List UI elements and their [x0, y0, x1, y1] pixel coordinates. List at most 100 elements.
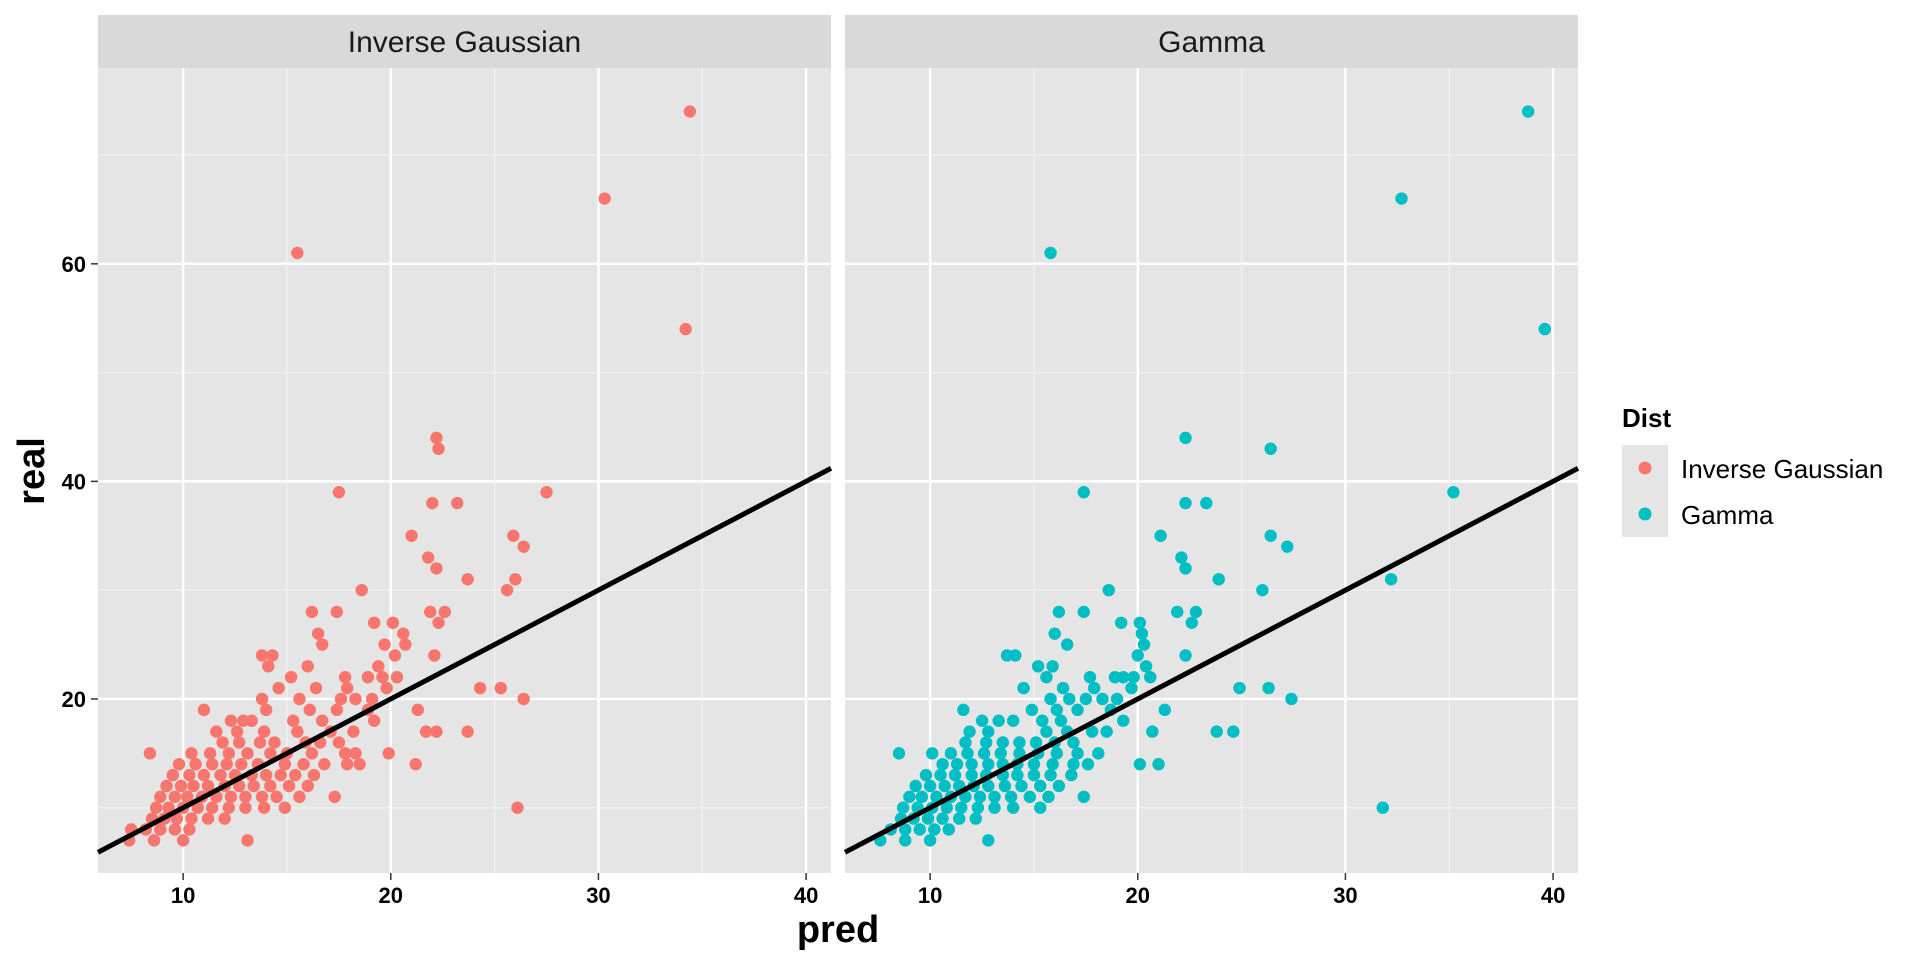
data-point: [334, 692, 348, 706]
data-point: [409, 758, 422, 771]
data-point: [264, 747, 277, 760]
legend-title: Dist: [1622, 403, 1671, 433]
data-point: [316, 638, 329, 651]
data-point: [940, 801, 953, 814]
data-point: [896, 801, 910, 814]
data-point: [147, 834, 161, 847]
data-point: [291, 725, 304, 738]
data-point: [367, 616, 381, 629]
data-point: [411, 703, 424, 717]
data-point: [1131, 649, 1144, 662]
data-point: [332, 736, 346, 749]
data-point: [419, 725, 433, 738]
data-point: [255, 692, 269, 706]
data-point: [1102, 583, 1115, 597]
data-point: [1079, 692, 1093, 706]
data-point: [1144, 670, 1157, 684]
data-point: [1040, 670, 1053, 684]
data-point: [340, 681, 354, 695]
data-point: [340, 758, 354, 771]
x-tick-label: 40: [794, 883, 818, 908]
data-point: [1264, 442, 1277, 455]
panel-grid: [98, 68, 831, 873]
data-point: [291, 246, 304, 260]
data-point: [149, 801, 163, 814]
data-point: [432, 442, 445, 455]
y-tick-label: 40: [62, 469, 86, 494]
data-point: [307, 768, 321, 782]
data-point: [235, 758, 248, 771]
panel-points: [874, 105, 1551, 847]
data-point: [1154, 529, 1167, 542]
data-point: [1233, 681, 1246, 695]
facet-panel-inverse-gaussian: Inverse Gaussian 10 20 30 40: [96, 15, 833, 908]
data-point: [289, 768, 302, 782]
data-point: [424, 605, 437, 619]
data-point: [274, 768, 287, 782]
data-point: [1071, 747, 1084, 760]
data-point: [500, 583, 514, 597]
x-tick-label: 30: [1333, 883, 1357, 908]
data-point: [1376, 801, 1390, 814]
data-point: [1040, 725, 1053, 738]
data-point: [473, 681, 487, 695]
data-point: [247, 779, 260, 793]
data-point: [1087, 681, 1101, 695]
data-point: [1127, 670, 1140, 684]
legend-key-gamma: [1638, 507, 1652, 521]
data-point: [969, 812, 983, 825]
data-point: [1004, 790, 1018, 804]
data-point: [934, 768, 947, 782]
data-point: [222, 747, 236, 760]
data-point: [390, 670, 404, 684]
data-point: [1447, 486, 1460, 499]
data-point: [1017, 681, 1030, 695]
data-point: [540, 486, 553, 499]
x-axis-ticks: 10 20 30 40: [918, 873, 1565, 908]
data-point: [293, 692, 306, 706]
data-point: [1029, 736, 1043, 749]
data-point: [1056, 681, 1070, 695]
data-point: [1044, 692, 1057, 706]
data-point: [982, 758, 995, 771]
data-point: [378, 638, 391, 651]
data-point: [1125, 681, 1138, 695]
data-point: [913, 823, 926, 836]
data-point: [1077, 790, 1090, 804]
data-point: [451, 496, 464, 510]
data-point: [143, 747, 157, 760]
data-point: [517, 540, 530, 553]
data-point: [461, 725, 474, 738]
data-point: [511, 801, 524, 814]
data-point: [1036, 714, 1049, 727]
data-point: [1052, 605, 1066, 619]
data-point: [185, 812, 198, 825]
data-point: [1015, 779, 1028, 793]
data-point: [257, 725, 271, 738]
data-point: [988, 801, 1001, 814]
legend-label-inverse-gaussian: Inverse Gaussian: [1681, 454, 1883, 484]
data-point: [272, 681, 285, 695]
data-point: [172, 758, 186, 771]
data-point: [301, 660, 314, 673]
data-point: [241, 834, 254, 847]
data-point: [239, 790, 252, 804]
data-point: [380, 681, 393, 695]
data-point: [210, 725, 223, 738]
facet-strip: [98, 15, 831, 68]
data-point: [903, 790, 916, 804]
data-point: [305, 605, 319, 619]
data-point: [309, 681, 323, 695]
data-point: [353, 758, 366, 771]
data-point: [953, 812, 966, 825]
data-point: [1060, 638, 1074, 651]
data-point: [1135, 627, 1149, 640]
data-point: [220, 758, 233, 771]
data-point: [996, 736, 1010, 749]
data-point: [170, 812, 184, 825]
reference-line: [96, 466, 833, 855]
facet-strip: [845, 15, 1578, 68]
data-point: [421, 551, 435, 564]
data-point: [1152, 758, 1165, 771]
data-point: [278, 758, 292, 771]
